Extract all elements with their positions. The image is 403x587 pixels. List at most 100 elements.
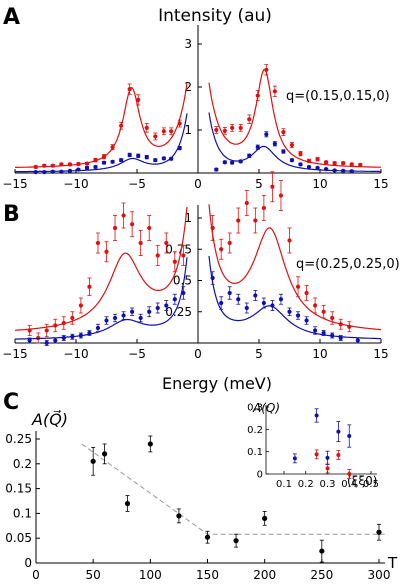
x-tick-label: −15: [2, 177, 27, 191]
blue-data-point: [230, 160, 235, 165]
panel-b-label: B: [3, 202, 20, 227]
red-data-point: [222, 128, 227, 133]
blue-inset-data-point: [347, 434, 352, 439]
data-point: [102, 451, 108, 457]
panel-a-label: A: [3, 5, 20, 30]
blue-data-point: [253, 293, 258, 298]
x-tick-label: 0: [32, 568, 40, 582]
y-tick-label: 2: [184, 80, 192, 94]
red-data-point: [270, 184, 275, 189]
red-data-point: [338, 322, 343, 327]
blue-data-point: [349, 169, 354, 174]
blue-data-point: [130, 309, 135, 314]
red-data-point: [112, 225, 118, 231]
blue-data-point: [144, 154, 149, 160]
blue-data-point: [222, 160, 227, 165]
y-tick-label: 0.2: [13, 457, 32, 471]
blue-data-point: [164, 303, 169, 308]
blue-data-point: [181, 290, 186, 296]
blue-inset-data-point: [325, 455, 330, 460]
red-data-point: [304, 290, 309, 296]
data-point: [233, 538, 239, 544]
red-data-point: [210, 225, 215, 231]
x-tick-label: 5: [255, 177, 263, 191]
y-tick-label: 3: [184, 37, 192, 51]
red-data-point: [84, 161, 90, 166]
data-point: [176, 513, 182, 519]
red-data-point: [289, 142, 295, 148]
red-data-point: [87, 284, 92, 289]
red-data-point: [67, 162, 72, 167]
blue-data-point: [153, 158, 158, 163]
panel-c-inset-plot: 0.1 0.2 0.3 0.4 0.5 0 0.1 0.2 0.3: [247, 403, 379, 491]
red-data-point: [261, 205, 266, 211]
red-data-point: [61, 320, 66, 326]
blue-data-point: [281, 149, 286, 154]
y-tick-label: 0.05: [5, 531, 32, 545]
red-data-point: [177, 121, 182, 126]
blue-data-point: [87, 330, 92, 336]
red-data-point: [78, 303, 83, 308]
blue-data-point: [338, 335, 343, 341]
blue-data-point: [355, 338, 360, 343]
x-tick-label: 10: [312, 347, 327, 361]
y-tick-label: 0: [24, 556, 32, 570]
red-data-point: [161, 129, 166, 134]
data-point: [204, 534, 211, 540]
red-data-point: [130, 222, 135, 227]
red-data-point: [255, 93, 260, 98]
blue-data-point: [247, 153, 252, 158]
red-data-point: [332, 161, 337, 166]
red-data-point: [76, 161, 81, 167]
red-data-point: [278, 193, 284, 198]
q-label-a: q=(0.15,0.15,0): [286, 89, 390, 104]
x-axis-title-ab: Energy (meV): [162, 374, 272, 393]
x-tick-label: 5: [255, 347, 263, 361]
blue-fit-curve-neg: [15, 113, 188, 173]
red-fit-curve-neg: [14, 206, 188, 331]
blue-data-point: [27, 338, 32, 343]
blue-data-point: [332, 168, 337, 173]
red-data-point: [264, 67, 269, 72]
red-data-point: [272, 89, 277, 94]
blue-data-point: [147, 309, 152, 314]
blue-data-point: [270, 303, 275, 308]
inset-x-tick-label: 0.5: [363, 479, 379, 490]
blue-data-point: [95, 325, 101, 331]
inset-y-tick-label: 0.3: [247, 403, 263, 414]
y-tick-label: 0.25: [5, 432, 32, 446]
y-tick-label: 0.5: [173, 274, 192, 288]
blue-data-point: [261, 300, 266, 306]
x-tick-label: −15: [2, 347, 27, 361]
red-data-point: [101, 154, 107, 159]
red-data-point: [315, 157, 320, 162]
panel-c-label: C: [3, 390, 19, 415]
data-point: [124, 500, 131, 507]
blue-data-point: [306, 164, 312, 170]
red-data-point: [238, 125, 243, 130]
x-tick-label: 250: [310, 568, 333, 582]
red-data-point: [42, 163, 47, 168]
blue-data-point: [155, 305, 160, 311]
blue-data-point: [110, 159, 115, 164]
red-data-point: [153, 134, 158, 139]
x-axis-title-c: T: [387, 554, 398, 572]
blue-data-point: [219, 300, 224, 306]
red-inset-data-point: [314, 452, 319, 457]
blue-data-point: [138, 315, 143, 321]
blue-data-point: [127, 152, 132, 158]
blue-data-point: [169, 156, 174, 161]
x-tick-label: 200: [253, 568, 276, 582]
blue-data-point: [272, 141, 277, 146]
blue-data-point: [295, 313, 301, 318]
red-data-point: [155, 253, 160, 258]
blue-data-point: [298, 162, 303, 167]
blue-data-point: [341, 168, 346, 173]
blue-data-point: [84, 165, 90, 170]
red-data-point: [227, 240, 232, 246]
red-data-point: [358, 162, 363, 167]
y-tick-label: 0.75: [165, 242, 192, 256]
y-tick-label: 0.15: [5, 482, 32, 496]
blue-data-point: [67, 168, 72, 173]
red-data-point: [136, 97, 141, 102]
